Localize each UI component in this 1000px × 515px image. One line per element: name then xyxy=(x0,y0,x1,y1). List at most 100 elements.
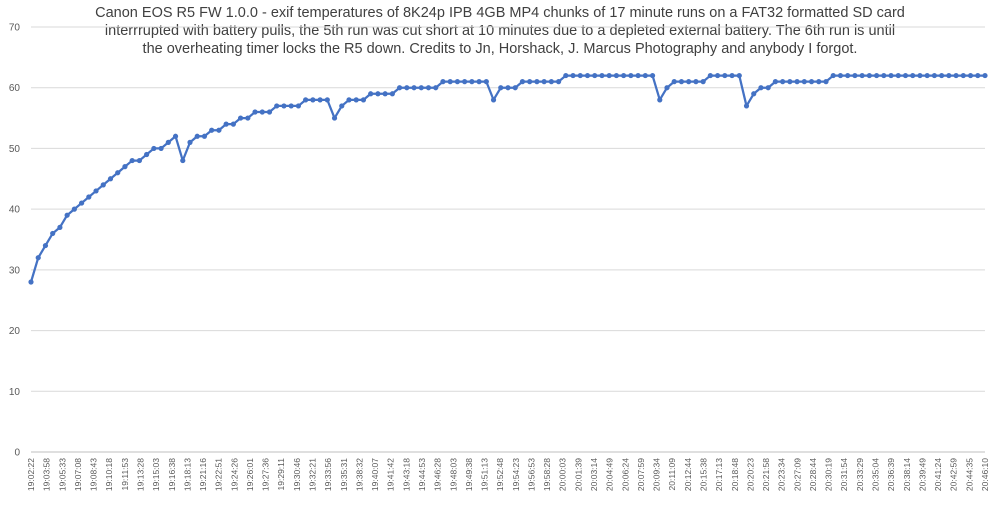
data-point xyxy=(729,72,735,79)
data-point xyxy=(469,79,475,85)
data-point xyxy=(158,145,164,152)
data-point xyxy=(873,72,880,79)
data-point xyxy=(939,72,945,79)
x-tick-label: 19:56:53 xyxy=(526,458,536,491)
data-point xyxy=(50,230,56,237)
x-tick-label: 20:09:34 xyxy=(652,458,662,491)
data-point xyxy=(288,103,294,109)
data-point xyxy=(671,79,677,85)
data-point xyxy=(541,79,547,85)
data-point xyxy=(245,115,251,121)
data-point xyxy=(642,72,648,79)
data-point xyxy=(303,97,309,103)
y-tick-label: 0 xyxy=(14,448,20,459)
data-point xyxy=(490,97,497,103)
y-tick-label: 20 xyxy=(9,326,21,337)
x-tick-label: 20:30:19 xyxy=(824,458,834,491)
x-tick-label: 19:08:43 xyxy=(89,458,99,491)
data-point xyxy=(100,182,106,188)
data-point xyxy=(151,145,157,152)
data-point xyxy=(722,72,728,79)
x-tick-label: 20:06:24 xyxy=(620,458,630,491)
data-point xyxy=(982,72,988,79)
gridlines xyxy=(31,26,985,453)
data-point xyxy=(440,79,446,85)
data-point xyxy=(209,127,215,133)
chart-title-line: the overheating timer locks the R5 down.… xyxy=(142,41,858,57)
data-point xyxy=(281,103,287,109)
x-tick-label: 19:27:36 xyxy=(261,458,271,491)
data-point xyxy=(837,72,844,79)
data-point xyxy=(852,72,858,79)
x-tick-label: 20:12:44 xyxy=(683,458,693,491)
data-point xyxy=(794,79,800,85)
data-point xyxy=(136,157,143,164)
x-tick-label: 20:46:10 xyxy=(980,458,990,491)
x-tick-label: 19:44:53 xyxy=(417,458,427,491)
data-point xyxy=(801,79,807,85)
data-point xyxy=(223,121,229,127)
data-point xyxy=(845,72,851,79)
x-tick-label: 19:33:56 xyxy=(323,458,333,491)
data-point xyxy=(975,72,981,79)
x-tick-label: 19:43:18 xyxy=(401,458,411,491)
x-tick-label: 19:05:33 xyxy=(57,458,67,491)
data-point xyxy=(816,79,822,85)
data-point xyxy=(548,79,554,85)
data-point xyxy=(888,72,894,79)
x-tick-label: 19:40:07 xyxy=(370,458,380,491)
data-point xyxy=(555,79,562,85)
y-tick-label: 70 xyxy=(9,23,21,34)
data-point xyxy=(71,206,77,212)
x-tick-label: 20:17:13 xyxy=(714,458,724,491)
data-point xyxy=(960,72,966,79)
x-tick-label: 19:29:11 xyxy=(276,458,286,491)
data-point xyxy=(758,85,764,91)
x-tick-label: 20:33:29 xyxy=(855,458,865,491)
x-tick-label: 19:16:38 xyxy=(167,458,177,491)
data-point xyxy=(693,79,699,85)
x-tick-label: 20:21:58 xyxy=(761,458,771,491)
data-point xyxy=(649,72,656,79)
x-tick-label: 19:52:48 xyxy=(495,458,505,491)
data-point xyxy=(375,91,381,97)
data-point xyxy=(823,79,829,85)
data-point xyxy=(144,151,150,158)
data-point xyxy=(700,79,706,85)
x-tick-label: 19:21:16 xyxy=(198,458,208,491)
data-point xyxy=(686,79,692,85)
y-tick-label: 30 xyxy=(9,265,21,276)
data-point xyxy=(599,72,605,79)
data-point xyxy=(917,72,923,79)
y-tick-label: 60 xyxy=(9,83,21,94)
data-point xyxy=(230,121,236,127)
data-point xyxy=(577,72,583,79)
data-point xyxy=(201,133,208,139)
x-tick-label: 20:20:23 xyxy=(745,458,755,491)
data-point xyxy=(180,157,186,164)
data-point xyxy=(519,79,526,85)
x-tick-label: 19:24:26 xyxy=(229,458,239,491)
y-tick-label: 40 xyxy=(9,205,21,216)
x-tick-label: 19:11:53 xyxy=(120,458,130,491)
data-point xyxy=(787,79,793,85)
x-axis: 19:02:22 19:03:58 19:05:33 19:07:08 19:08:43… xyxy=(26,458,990,491)
data-point xyxy=(931,72,938,79)
data-point xyxy=(584,72,591,79)
data-point xyxy=(621,72,627,79)
series-temperature xyxy=(28,72,988,285)
data-point xyxy=(418,85,424,91)
x-tick-label: 19:35:31 xyxy=(339,458,349,491)
x-tick-label: 20:35:04 xyxy=(871,458,881,491)
data-point xyxy=(411,85,417,91)
x-tick-label: 19:38:32 xyxy=(354,458,364,491)
x-tick-label: 20:38:14 xyxy=(902,458,912,491)
x-tick-label: 19:48:03 xyxy=(448,458,458,491)
x-tick-label: 20:39:49 xyxy=(917,458,927,491)
data-point xyxy=(592,72,598,79)
data-point xyxy=(28,279,34,285)
data-point xyxy=(360,97,367,103)
data-point xyxy=(433,85,439,91)
data-point xyxy=(382,91,388,97)
